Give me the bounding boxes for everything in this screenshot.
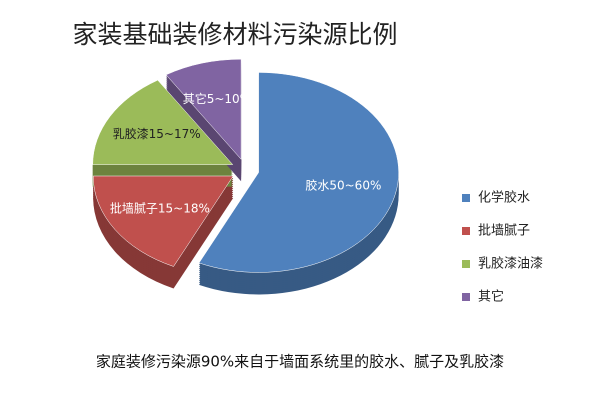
slice-label: 乳胶漆15~17% (113, 126, 201, 141)
footnote: 家庭装修污染源90%来自于墙面系统里的胶水、腻子及乳胶漆 (96, 353, 504, 371)
legend-label: 乳胶漆油漆 (478, 256, 543, 272)
slice (92, 175, 234, 267)
legend-label: 批墙腻子 (478, 224, 530, 239)
slice-label: 批墙腻子15~18% (110, 201, 210, 216)
slice (165, 58, 242, 160)
chart-title: 家装基础装修材料污染源比例 (72, 20, 397, 49)
legend-swatch (462, 194, 470, 202)
legend-label: 化学胶水 (478, 190, 530, 206)
legend-label: 其它 (478, 289, 504, 305)
slice-label: 其它5~10% (183, 91, 251, 106)
slice (198, 72, 399, 273)
legend-swatch (462, 293, 470, 301)
slice (92, 79, 234, 165)
legend-swatch (462, 227, 470, 235)
slice-label: 胶水50~60% (305, 177, 381, 192)
legend-swatch (462, 260, 470, 268)
